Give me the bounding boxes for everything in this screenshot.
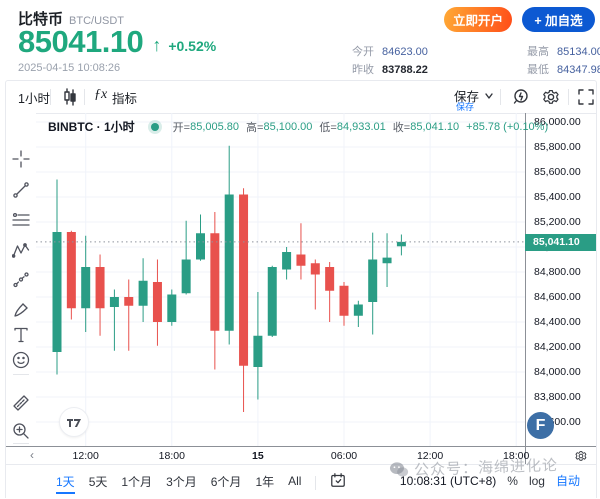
tradingview-logo[interactable] bbox=[59, 407, 89, 437]
interval-button[interactable]: 1小时 bbox=[18, 92, 50, 106]
settings-gear-icon[interactable] bbox=[541, 87, 561, 107]
range-3m[interactable]: 3个月 bbox=[166, 474, 197, 489]
collapse-left-icon[interactable]: ‹ bbox=[30, 448, 34, 462]
clock-label: 10:08:31 (UTC+8) bbox=[399, 473, 497, 488]
fib-retracement-icon[interactable] bbox=[12, 211, 30, 229]
range-1y[interactable]: 1年 bbox=[255, 474, 275, 489]
range-switcher: 1天 5天 1个月 3个月 6个月 1年 All bbox=[56, 472, 346, 494]
snapshot-camera-icon[interactable] bbox=[511, 87, 531, 107]
current-price-tag: 85,041.10 bbox=[525, 233, 596, 251]
price-tick: 84,400.00 bbox=[534, 316, 581, 328]
zoom-in-icon[interactable] bbox=[12, 422, 30, 440]
range-1m[interactable]: 1个月 bbox=[121, 474, 153, 489]
indicators-button[interactable]: 指标 bbox=[112, 92, 138, 106]
tools-divider bbox=[13, 374, 29, 375]
stat-low: 最低 84347.98 bbox=[527, 64, 600, 76]
range-6m[interactable]: 6个月 bbox=[210, 474, 242, 489]
price-tick: 84,000.00 bbox=[534, 366, 581, 378]
text-tool-icon[interactable] bbox=[12, 326, 30, 344]
legend-change: +85.78 (+0.10%) bbox=[466, 120, 549, 133]
range-all[interactable]: All bbox=[288, 474, 302, 488]
toolbar-separator bbox=[500, 89, 501, 105]
range-5d[interactable]: 5天 bbox=[88, 474, 108, 489]
save-button[interactable]: 保存 bbox=[454, 90, 480, 104]
percent-scale-button[interactable]: % bbox=[507, 473, 518, 488]
price-tick: 85,400.00 bbox=[534, 191, 581, 203]
price-tick: 84,200.00 bbox=[534, 341, 581, 353]
candlestick-chart bbox=[36, 113, 525, 446]
time-tick: 15 bbox=[252, 450, 264, 462]
time-tick: 18:00 bbox=[503, 450, 530, 462]
price-tick: 84,600.00 bbox=[534, 291, 581, 303]
auto-scale-button[interactable]: 自动 bbox=[555, 474, 580, 488]
series-dot-icon bbox=[150, 122, 159, 131]
up-arrow-icon: ↑ bbox=[152, 34, 162, 55]
quote-timestamp: 2025-04-15 10:08:26 bbox=[18, 62, 121, 74]
bottom-separator bbox=[315, 475, 317, 490]
price-tick: 85,200.00 bbox=[534, 216, 581, 228]
open-account-button[interactable]: 立即开户 bbox=[444, 7, 512, 32]
ruler-icon[interactable] bbox=[12, 394, 30, 412]
tools-divider bbox=[13, 443, 29, 444]
stat-prev-close: 昨收 83788.22 bbox=[352, 64, 428, 76]
symbol-pair: BTC/USDT bbox=[69, 15, 125, 27]
time-tick: 06:00 bbox=[330, 450, 358, 462]
candlestick-style-icon[interactable] bbox=[60, 87, 80, 107]
time-tick: 12:00 bbox=[416, 450, 444, 462]
chart-panel: 1小时 ƒx 指标 保存 保存 bbox=[5, 80, 597, 498]
forecast-icon[interactable] bbox=[12, 271, 30, 289]
fullscreen-icon[interactable] bbox=[576, 87, 596, 107]
price-tick: 85,800.00 bbox=[534, 141, 581, 153]
legend-close: 85,041.10 bbox=[410, 120, 460, 133]
change-percent: +0.52% bbox=[168, 38, 217, 54]
xabcd-pattern-icon[interactable] bbox=[11, 241, 30, 259]
axis-settings-gear-icon[interactable] bbox=[574, 449, 588, 463]
toolbar-separator bbox=[84, 89, 85, 105]
legend-symbol: BINBTC · 1小时 bbox=[48, 120, 135, 134]
coin-name: 比特币 bbox=[18, 11, 64, 28]
time-tick: 18:00 bbox=[158, 450, 185, 462]
toolbar-separator bbox=[568, 89, 569, 105]
last-price: 85041.10 bbox=[18, 24, 144, 59]
axis-corner bbox=[525, 447, 596, 465]
stat-open: 今开 84623.00 bbox=[352, 46, 428, 58]
page-title: 比特币 BTC/USDT bbox=[18, 8, 124, 29]
time-axis[interactable]: 12:00 18:00 15 06:00 12:00 18:00 bbox=[6, 446, 596, 465]
brush-icon[interactable] bbox=[12, 301, 30, 319]
legend-low: 84,933.01 bbox=[336, 120, 386, 133]
bottom-bar: 1天 5天 1个月 3个月 6个月 1年 All 10:08:31 (UTC+8… bbox=[6, 464, 596, 494]
save-tooltip: 保存 bbox=[456, 102, 475, 112]
price-tick: 85,600.00 bbox=[534, 166, 581, 178]
price-tick: 84,800.00 bbox=[534, 266, 581, 278]
time-tick: 12:00 bbox=[72, 450, 99, 462]
chevron-down-icon[interactable] bbox=[482, 89, 502, 109]
drawing-tools-sidebar bbox=[6, 113, 36, 498]
range-1d[interactable]: 1天 bbox=[56, 473, 75, 494]
price-tick: 86,000.00 bbox=[534, 116, 581, 128]
go-to-date-icon[interactable] bbox=[330, 472, 346, 493]
legend-open: 85,005.80 bbox=[190, 120, 240, 133]
price-tick: 83,800.00 bbox=[534, 391, 581, 403]
emoji-icon[interactable] bbox=[12, 351, 30, 369]
toolbar-separator bbox=[50, 89, 51, 105]
fx-icon[interactable]: ƒx bbox=[94, 87, 108, 102]
price-row: 85041.10 ↑ +0.52% bbox=[18, 24, 216, 60]
add-watchlist-button[interactable]: + 加自选 bbox=[522, 7, 595, 32]
chart-plot[interactable] bbox=[36, 113, 525, 446]
chart-toolbar: 1小时 ƒx 指标 保存 保存 bbox=[6, 81, 596, 114]
legend-high: 85,100.00 bbox=[263, 120, 313, 133]
chart-legend: BINBTC · 1小时 开= 85,005.80 高= 85,100.00 低= 8… bbox=[48, 120, 549, 134]
scale-controls: 10:08:31 (UTC+8) % log 自动 bbox=[400, 472, 580, 489]
f-logo-badge: F bbox=[527, 412, 554, 439]
trend-line-icon[interactable] bbox=[12, 181, 30, 199]
crosshair-icon[interactable] bbox=[12, 150, 30, 168]
stat-high: 最高 85134.00 bbox=[527, 46, 600, 58]
log-scale-button[interactable]: log bbox=[528, 473, 545, 488]
price-axis[interactable]: 86,000.00 85,800.00 85,600.00 85,400.00 85,2… bbox=[525, 113, 596, 446]
